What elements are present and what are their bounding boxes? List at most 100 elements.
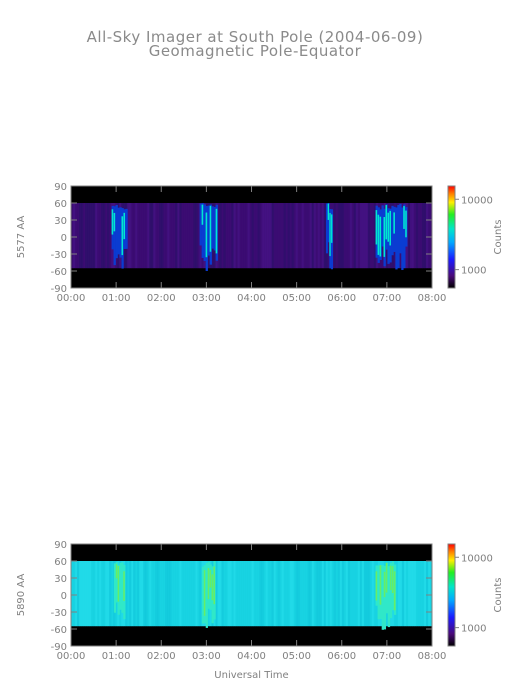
texture-column (261, 203, 265, 269)
texture-column (189, 561, 192, 627)
texture-column (231, 203, 234, 269)
texture-column (247, 561, 250, 627)
emission-streak (391, 205, 394, 256)
texture-column (97, 203, 100, 269)
emission-core (207, 568, 210, 600)
emission-streak (199, 203, 202, 246)
texture-column (371, 561, 375, 627)
texture-column (329, 561, 333, 627)
texture-column (313, 561, 317, 627)
emission-core (117, 565, 120, 602)
x-tick-label: 01:00 (102, 293, 131, 304)
texture-column (107, 203, 110, 269)
texture-column (367, 203, 371, 269)
colorbar (448, 544, 455, 646)
texture-column (139, 561, 142, 627)
texture-column (267, 561, 271, 627)
texture-column (131, 561, 134, 627)
texture-column (83, 203, 86, 269)
texture-column (137, 561, 140, 627)
texture-column (371, 203, 375, 269)
emission-core (389, 565, 392, 591)
texture-column (407, 561, 411, 627)
texture-column (319, 561, 323, 627)
texture-column (345, 203, 349, 269)
emission-streak (395, 207, 398, 270)
texture-column (71, 203, 74, 269)
texture-column (273, 203, 277, 269)
texture-column (133, 203, 136, 269)
texture-column (427, 561, 431, 627)
texture-column (143, 561, 146, 627)
texture-column (103, 561, 106, 627)
texture-column (311, 203, 315, 269)
texture-column (285, 203, 289, 269)
texture-column (111, 561, 114, 627)
texture-column (171, 561, 174, 627)
y-axis-label: 5577 AA (16, 216, 27, 259)
x-tick-label: 00:00 (57, 651, 86, 662)
emission-streak (119, 562, 122, 610)
texture-column (137, 203, 140, 269)
texture-column (199, 561, 202, 627)
texture-column (105, 203, 108, 269)
chart-title: All-Sky Imager at South Pole (2004-06-09… (86, 28, 424, 46)
x-tick-label: 01:00 (102, 651, 131, 662)
x-tick-label: 03:00 (192, 293, 221, 304)
emission-streak (211, 206, 214, 249)
texture-column (331, 561, 335, 627)
texture-column (215, 561, 218, 627)
texture-column (421, 203, 425, 269)
texture-column (183, 203, 186, 269)
texture-column (279, 203, 283, 269)
emission-core (327, 203, 330, 220)
texture-column (301, 203, 305, 269)
texture-column (293, 561, 297, 627)
emission-streak (401, 207, 404, 271)
texture-column (423, 561, 427, 627)
texture-column (429, 203, 433, 269)
texture-column (181, 203, 184, 269)
texture-column (311, 561, 315, 627)
texture-column (193, 203, 196, 269)
texture-column (243, 561, 246, 627)
emission-core (121, 216, 124, 256)
emission-core (209, 205, 212, 252)
texture-column (413, 561, 417, 627)
texture-column (419, 561, 423, 627)
texture-column (325, 561, 329, 627)
emission-core (387, 212, 390, 242)
texture-column (337, 203, 341, 269)
texture-column (257, 561, 261, 627)
texture-column (321, 561, 325, 627)
texture-column (195, 203, 198, 269)
colorbar-tick-label: 1000 (461, 266, 486, 277)
texture-column (425, 203, 429, 269)
texture-column (255, 561, 259, 627)
emission-streak (115, 204, 118, 259)
texture-column (359, 561, 363, 627)
texture-column (265, 203, 269, 269)
y-tick-label: 60 (54, 557, 67, 568)
texture-column (229, 203, 232, 269)
x-tick-label: 07:00 (372, 651, 401, 662)
emission-streak (325, 203, 328, 254)
texture-column (361, 561, 365, 627)
texture-column (167, 203, 170, 269)
texture-column (369, 561, 373, 627)
texture-column (241, 561, 244, 627)
colorbar-tick-label: 10000 (461, 195, 493, 206)
texture-column (281, 203, 285, 269)
y-tick-label: -90 (51, 284, 67, 295)
texture-column (217, 561, 220, 627)
texture-column (305, 561, 309, 627)
texture-column (173, 561, 176, 627)
colorbar-label: Counts (493, 578, 504, 613)
x-tick-label: 00:00 (57, 293, 86, 304)
emission-streak (399, 203, 402, 254)
texture-column (97, 561, 100, 627)
emission-streak (381, 205, 384, 247)
texture-column (223, 203, 226, 269)
texture-column (89, 203, 92, 269)
texture-column (159, 561, 162, 627)
